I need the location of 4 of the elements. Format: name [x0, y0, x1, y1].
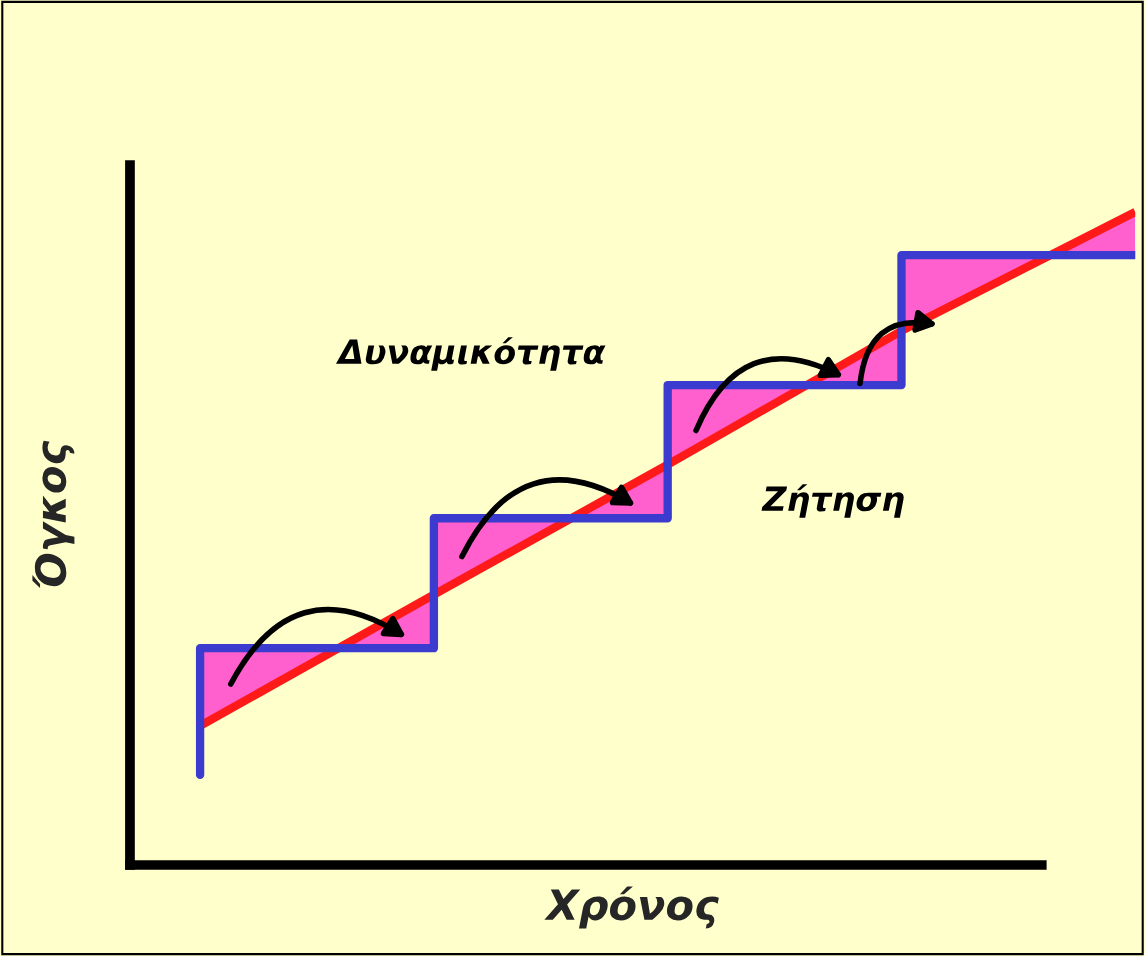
series-label: Δυναμικότητα [335, 337, 606, 371]
series-label: Ζήτηση [761, 484, 904, 518]
x-axis-title: Χρόνος [544, 886, 719, 929]
y-axis-title: Όγκος [32, 440, 75, 589]
